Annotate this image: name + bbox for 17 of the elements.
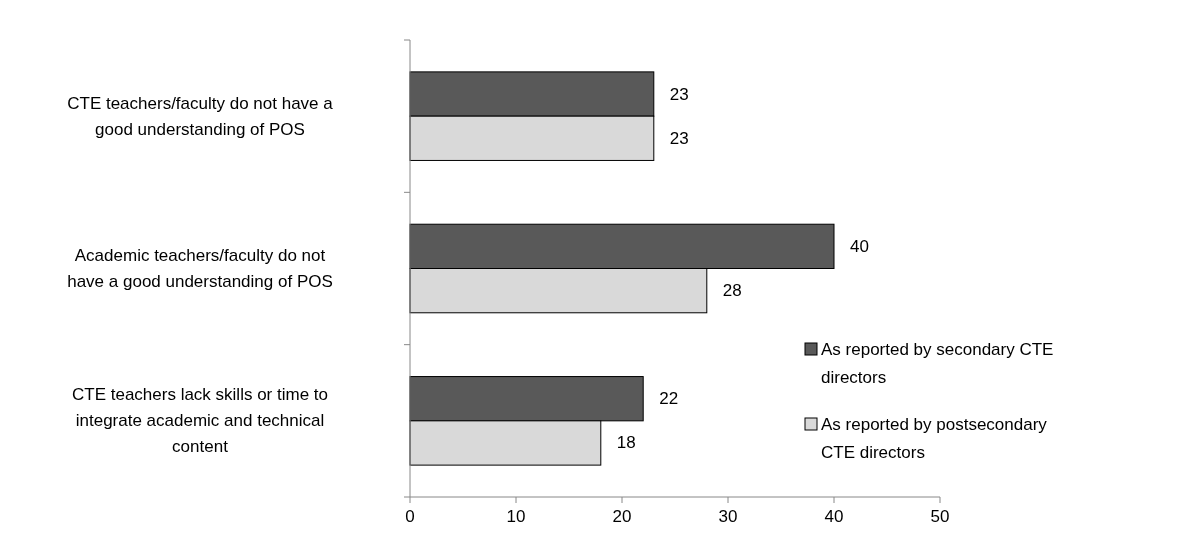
- x-tick-label: 50: [930, 507, 950, 526]
- data-label: 28: [722, 281, 742, 301]
- data-label: 22: [659, 389, 679, 409]
- x-tick-label: 40: [824, 507, 844, 526]
- data-label: 23: [669, 128, 689, 148]
- data-label: 40: [850, 236, 869, 256]
- x-tick-label: 20: [612, 507, 632, 526]
- data-label: 23: [669, 84, 689, 104]
- y-tick-label: CTE teachers lack skills or time to integrate academic and technical content: [71, 385, 329, 457]
- y-tick-label: CTE teachers/faculty do not have a good understanding of POS: [67, 93, 334, 139]
- legend-label: As reported by postsecondary CTE directors: [821, 415, 1048, 462]
- y-tick-label: Academic teachers/faculty do not have a good understanding of POS: [67, 246, 333, 291]
- x-tick-label: 0: [405, 507, 415, 526]
- legend-label: As reported by secondary CTE directors: [821, 340, 1054, 387]
- data-label: 18: [616, 433, 636, 453]
- x-tick-label: 30: [718, 507, 738, 526]
- x-tick-label: 10: [506, 507, 526, 526]
